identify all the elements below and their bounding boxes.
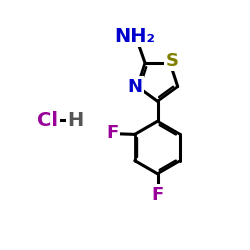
Text: F: F xyxy=(152,186,164,204)
Text: Cl: Cl xyxy=(37,110,58,130)
Text: H: H xyxy=(68,110,84,130)
Text: NH₂: NH₂ xyxy=(114,26,156,46)
Text: S: S xyxy=(166,52,178,70)
Text: N: N xyxy=(128,78,143,96)
Text: F: F xyxy=(106,124,118,142)
